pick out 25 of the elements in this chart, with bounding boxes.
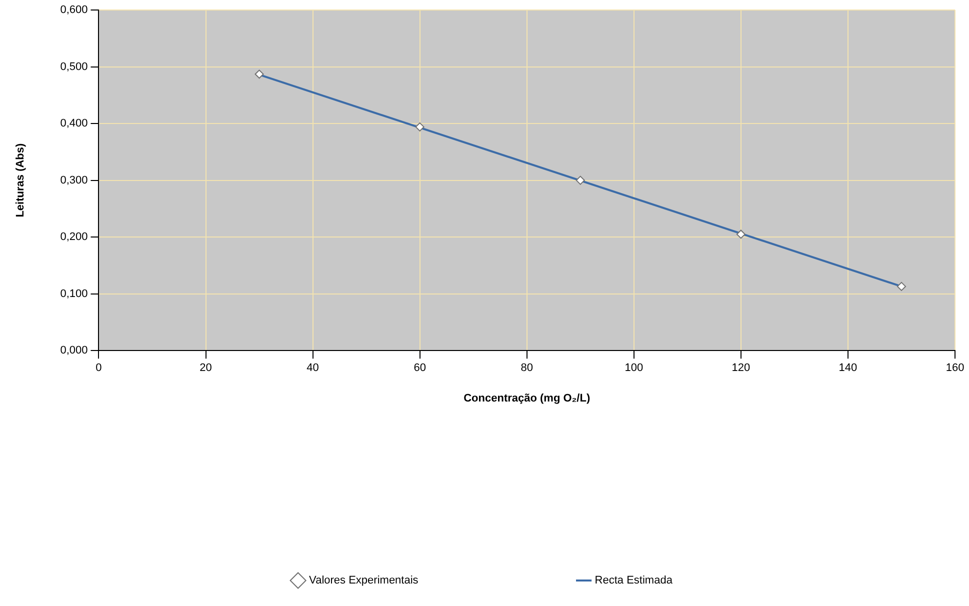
x-tick-label: 120 (732, 362, 750, 374)
legend-label: Valores Experimentais (309, 574, 419, 587)
x-tick-label: 20 (200, 362, 212, 374)
point (736, 230, 746, 239)
point (576, 176, 585, 185)
y-tick-label: 0,300 (60, 174, 88, 186)
x-tick-label: 0 (96, 362, 102, 374)
point (415, 122, 424, 132)
x-tick-label: 140 (838, 362, 858, 374)
y-axis-title: Leituras (Abs) (14, 142, 27, 218)
x-tick-label: 160 (946, 362, 964, 374)
y-tick-label: 0,600 (60, 4, 88, 16)
y-tick-label: 0,500 (60, 60, 88, 73)
x-axis-title: Concentração (mg O₂/L) (464, 392, 590, 404)
y-tick-label: 0,000 (60, 344, 88, 357)
x-tick-label: 40 (306, 362, 319, 374)
x-tick-label: 100 (624, 362, 644, 374)
x-tick-label: 80 (520, 362, 533, 374)
legend-label: Recta Estimada (594, 574, 674, 587)
point (896, 282, 906, 291)
y-tick-label: 0,100 (60, 288, 88, 300)
point (254, 70, 264, 79)
y-tick-label: 0,200 (60, 231, 88, 244)
y-tick-label: 0,400 (60, 118, 88, 130)
x-tick-label: 60 (414, 362, 426, 374)
